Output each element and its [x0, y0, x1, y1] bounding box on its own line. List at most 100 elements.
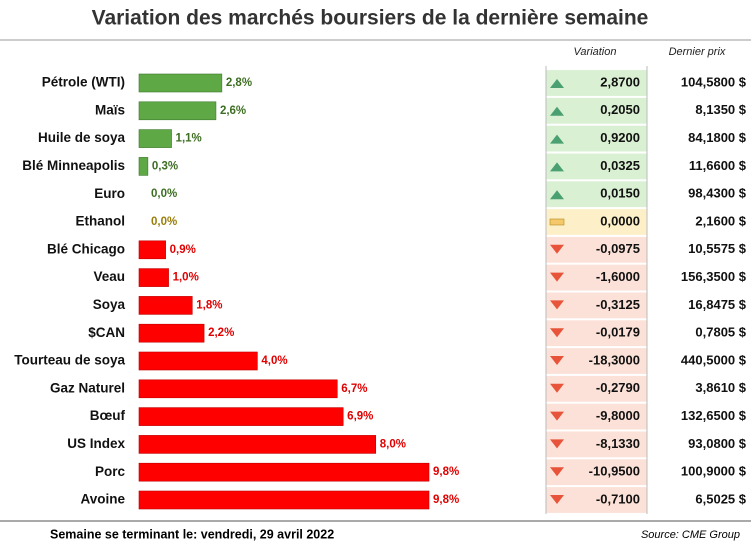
trend-down [550, 244, 564, 254]
price-value: 0,7805 $ [695, 325, 746, 340]
value-label: 6,9% [347, 411, 373, 423]
variation-cell [546, 487, 647, 513]
category-label: Ethanol [76, 214, 126, 229]
trend-down [550, 272, 564, 282]
trend-up [550, 162, 564, 172]
price-cell [648, 320, 751, 347]
variation-value: -9,8000 [596, 408, 640, 423]
variation-cell [546, 236, 647, 263]
price-value: 440,5000 $ [681, 352, 747, 367]
price-value: 8,1350 $ [695, 102, 746, 117]
trend-up [550, 134, 564, 144]
price-cell [648, 375, 751, 402]
price-value: 10,5575 $ [688, 241, 747, 256]
variation-value: -10,9500 [589, 464, 640, 479]
value-label: 4,0% [261, 355, 287, 367]
bar [138, 435, 377, 454]
variation-value: 0,0000 [600, 213, 640, 228]
value-label: 9,8% [433, 466, 459, 478]
category-label: Blé Chicago [47, 241, 125, 256]
price-cell [648, 125, 751, 152]
value-label: 0,9% [170, 244, 196, 256]
bar [138, 129, 172, 148]
bar [138, 351, 258, 371]
value-label: 6,7% [341, 383, 367, 395]
category-label: Pétrole (WTI) [42, 75, 125, 90]
value-label: 2,2% [208, 327, 234, 339]
variation-value: 0,0150 [600, 186, 640, 201]
category-label: $CAN [88, 325, 125, 340]
trend-flat [549, 218, 565, 226]
price-value: 11,6600 $ [689, 158, 747, 173]
price-cell [648, 209, 751, 235]
trend-down [550, 383, 564, 393]
price-cell [648, 97, 751, 124]
trend-down [550, 300, 564, 310]
category-label: US Index [67, 436, 125, 451]
variation-cell [546, 459, 647, 486]
price-value: 84,1800 $ [688, 130, 747, 145]
variation-value: -0,7100 [596, 491, 640, 506]
price-cell [648, 181, 751, 208]
trend-down [550, 411, 564, 421]
category-label: Gaz Naturel [50, 380, 125, 395]
trend-down [550, 495, 564, 504]
variation-cell [546, 125, 647, 152]
bar [138, 490, 430, 510]
category-label: Euro [94, 186, 125, 201]
value-label: 9,8% [433, 494, 459, 506]
bar [138, 101, 217, 121]
bar [138, 157, 149, 176]
bar [138, 296, 193, 315]
price-value: 132,6500 $ [681, 408, 747, 423]
bar [138, 462, 430, 482]
variation-value: -18,3000 [589, 352, 640, 367]
variation-cell [546, 181, 647, 208]
value-label: 0,0% [151, 216, 177, 228]
value-label: 2,8% [226, 77, 252, 89]
variation-cell [546, 320, 647, 347]
chart-title: Variation des marchés boursiers de la de… [92, 7, 649, 30]
column-header: Dernier prix [669, 46, 726, 58]
variation-value: -0,2790 [596, 380, 640, 395]
category-label: Huile de soya [38, 130, 126, 145]
bar [138, 240, 166, 260]
value-label: 1,8% [196, 299, 222, 311]
variation-cell [546, 97, 647, 124]
price-cell [648, 487, 751, 513]
variation-cell [546, 403, 647, 430]
variation-value: -1,6000 [596, 269, 640, 284]
price-value: 98,4300 $ [688, 186, 747, 201]
price-cell [648, 431, 751, 458]
price-value: 2,1600 $ [695, 213, 746, 228]
trend-down [550, 356, 564, 365]
price-cell [648, 153, 751, 180]
category-label: Blé Minneapolis [22, 158, 125, 173]
value-label: 0,3% [152, 160, 178, 172]
price-cell [648, 459, 751, 486]
source: Source: CME Group [641, 529, 740, 541]
price-cell [648, 348, 751, 374]
variation-value: -0,0975 [596, 241, 640, 256]
trend-up [550, 190, 564, 200]
variation-cell [546, 292, 647, 319]
price-cell [648, 236, 751, 263]
value-label: 2,6% [220, 105, 246, 117]
category-label: Porc [95, 464, 126, 479]
bar [138, 268, 169, 287]
price-cell [648, 70, 751, 96]
category-label: Soya [93, 297, 126, 312]
variation-cell [546, 375, 647, 402]
variation-value: 0,9200 [600, 130, 640, 145]
value-label: 1,1% [176, 133, 202, 145]
value-label: 1,0% [173, 272, 199, 284]
trend-down [550, 328, 564, 338]
trend-down [550, 467, 564, 477]
category-label: Veau [93, 269, 125, 284]
footer-note: Semaine se terminant le: vendredi, 29 av… [50, 527, 334, 541]
value-label: 8,0% [380, 438, 406, 450]
price-value: 16,8475 $ [688, 297, 747, 312]
trend-up [550, 79, 564, 88]
price-cell [648, 292, 751, 319]
